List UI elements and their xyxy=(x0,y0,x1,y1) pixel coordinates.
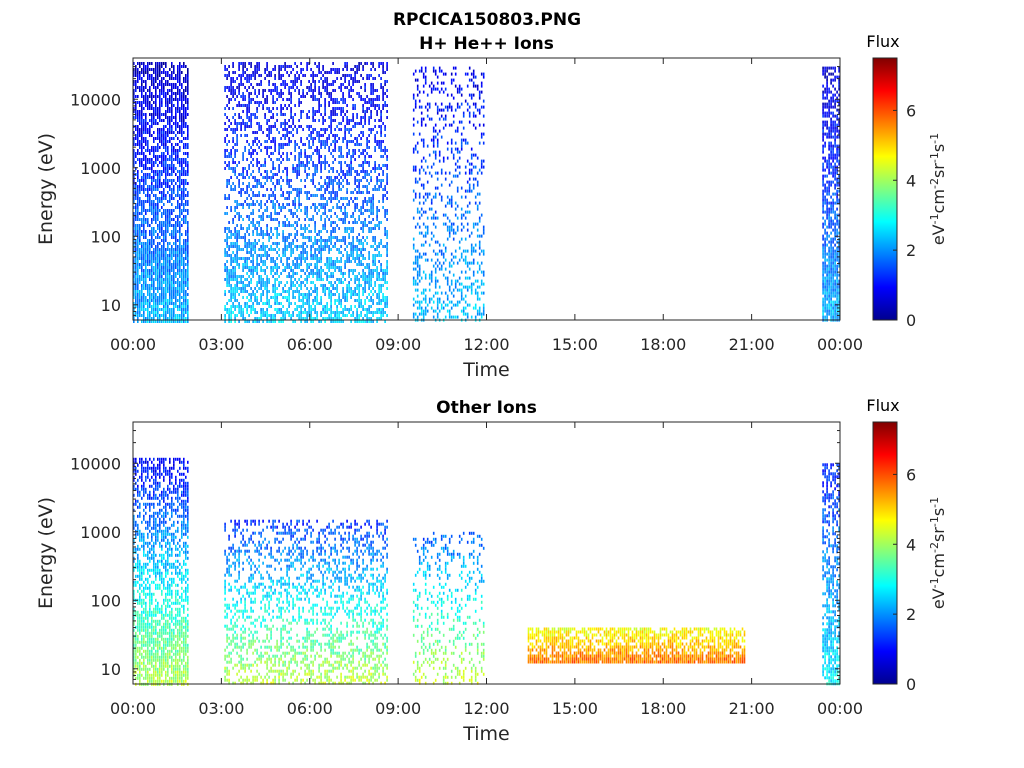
x-tick-label: 06:00 xyxy=(287,335,333,354)
figure-title: RPCICA150803.PNG xyxy=(393,10,581,30)
data-block xyxy=(822,66,840,322)
y-tick-label: 1000 xyxy=(80,159,121,178)
data-block xyxy=(822,463,840,686)
spectrogram-image xyxy=(133,457,840,686)
data-block xyxy=(224,519,388,685)
x-axis: 00:00 03:00 06:00 09:00 12:00 15:00 18:00 21:00… xyxy=(110,422,863,745)
x-tick-label: 12:00 xyxy=(463,335,509,354)
x-tick-label: 06:00 xyxy=(287,699,333,718)
spectrogram-panel-2: Other Ions 10 100 1000 10000 Energy (eV) 00:00… xyxy=(35,396,948,745)
colorbar: 0 2 4 6 Flux eV-1cm-2sr-1s-1 xyxy=(866,396,948,694)
colorbar-frame xyxy=(872,57,898,321)
x-tick-label: 00:00 xyxy=(817,699,863,718)
colorbar-title: Flux xyxy=(866,32,899,51)
x-tick-label: 00:00 xyxy=(110,335,156,354)
x-tick-label: 03:00 xyxy=(198,335,244,354)
data-block xyxy=(133,62,189,323)
x-axis-label: Time xyxy=(462,359,510,381)
y-tick-label: 100 xyxy=(90,591,121,610)
spectrogram-panel-1: H+ He++ Ions 10 100 1000 10000 Energy (eV) 00:… xyxy=(35,32,948,381)
data-block xyxy=(412,66,485,322)
panel-title: H+ He++ Ions xyxy=(419,34,554,54)
colorbar-tick-label: 6 xyxy=(906,465,916,484)
x-tick-label: 09:00 xyxy=(375,699,421,718)
x-axis-label: Time xyxy=(462,723,510,745)
data-block xyxy=(133,457,189,686)
x-tick-label: 00:00 xyxy=(110,699,156,718)
y-tick-label: 10000 xyxy=(70,90,121,109)
x-tick-label: 15:00 xyxy=(552,335,598,354)
x-tick-label: 18:00 xyxy=(640,335,686,354)
colorbar-tick-label: 6 xyxy=(906,101,916,120)
colorbar-tick-label: 4 xyxy=(906,171,916,190)
data-block xyxy=(527,627,746,664)
y-tick-label: 100 xyxy=(90,227,121,246)
data-block xyxy=(412,531,485,685)
x-tick-label: 03:00 xyxy=(198,699,244,718)
y-tick-label: 10000 xyxy=(70,454,121,473)
colorbar-gradient xyxy=(873,422,897,684)
x-tick-label: 00:00 xyxy=(817,335,863,354)
x-tick-label: 18:00 xyxy=(640,699,686,718)
colorbar-frame xyxy=(872,421,898,685)
y-tick-label: 10 xyxy=(101,660,121,679)
colorbar-label: eV-1cm-2sr-1s-1 xyxy=(928,133,949,245)
colorbar-tick-label: 4 xyxy=(906,535,916,554)
colorbar-tick-label: 2 xyxy=(906,241,916,260)
y-tick-label: 10 xyxy=(101,296,121,315)
y-axis: 10 100 1000 10000 Energy (eV) xyxy=(35,57,840,321)
y-axis: 10 100 1000 10000 Energy (eV) xyxy=(35,421,840,685)
panel-title: Other Ions xyxy=(436,398,537,418)
x-tick-label: 21:00 xyxy=(729,335,775,354)
colorbar-tick-label: 0 xyxy=(906,311,916,330)
x-tick-label: 12:00 xyxy=(463,699,509,718)
data-block xyxy=(224,62,388,323)
x-tick-label: 15:00 xyxy=(552,699,598,718)
x-axis: 00:00 03:00 06:00 09:00 12:00 15:00 18:00 21:00… xyxy=(110,58,863,381)
colorbar: 0 2 4 6 Flux eV-1cm-2sr-1s-1 xyxy=(866,32,948,330)
y-axis-label: Energy (eV) xyxy=(35,497,57,609)
colorbar-tick-label: 0 xyxy=(906,675,916,694)
colorbar-label: eV-1cm-2sr-1s-1 xyxy=(928,497,949,609)
colorbar-title: Flux xyxy=(866,396,899,415)
x-tick-label: 09:00 xyxy=(375,335,421,354)
y-axis-label: Energy (eV) xyxy=(35,133,57,245)
y-tick-label: 1000 xyxy=(80,523,121,542)
spectrogram-image xyxy=(133,62,840,323)
colorbar-tick-label: 2 xyxy=(906,605,916,624)
x-tick-label: 21:00 xyxy=(729,699,775,718)
colorbar-gradient xyxy=(873,58,897,320)
axes-frame xyxy=(132,57,841,321)
